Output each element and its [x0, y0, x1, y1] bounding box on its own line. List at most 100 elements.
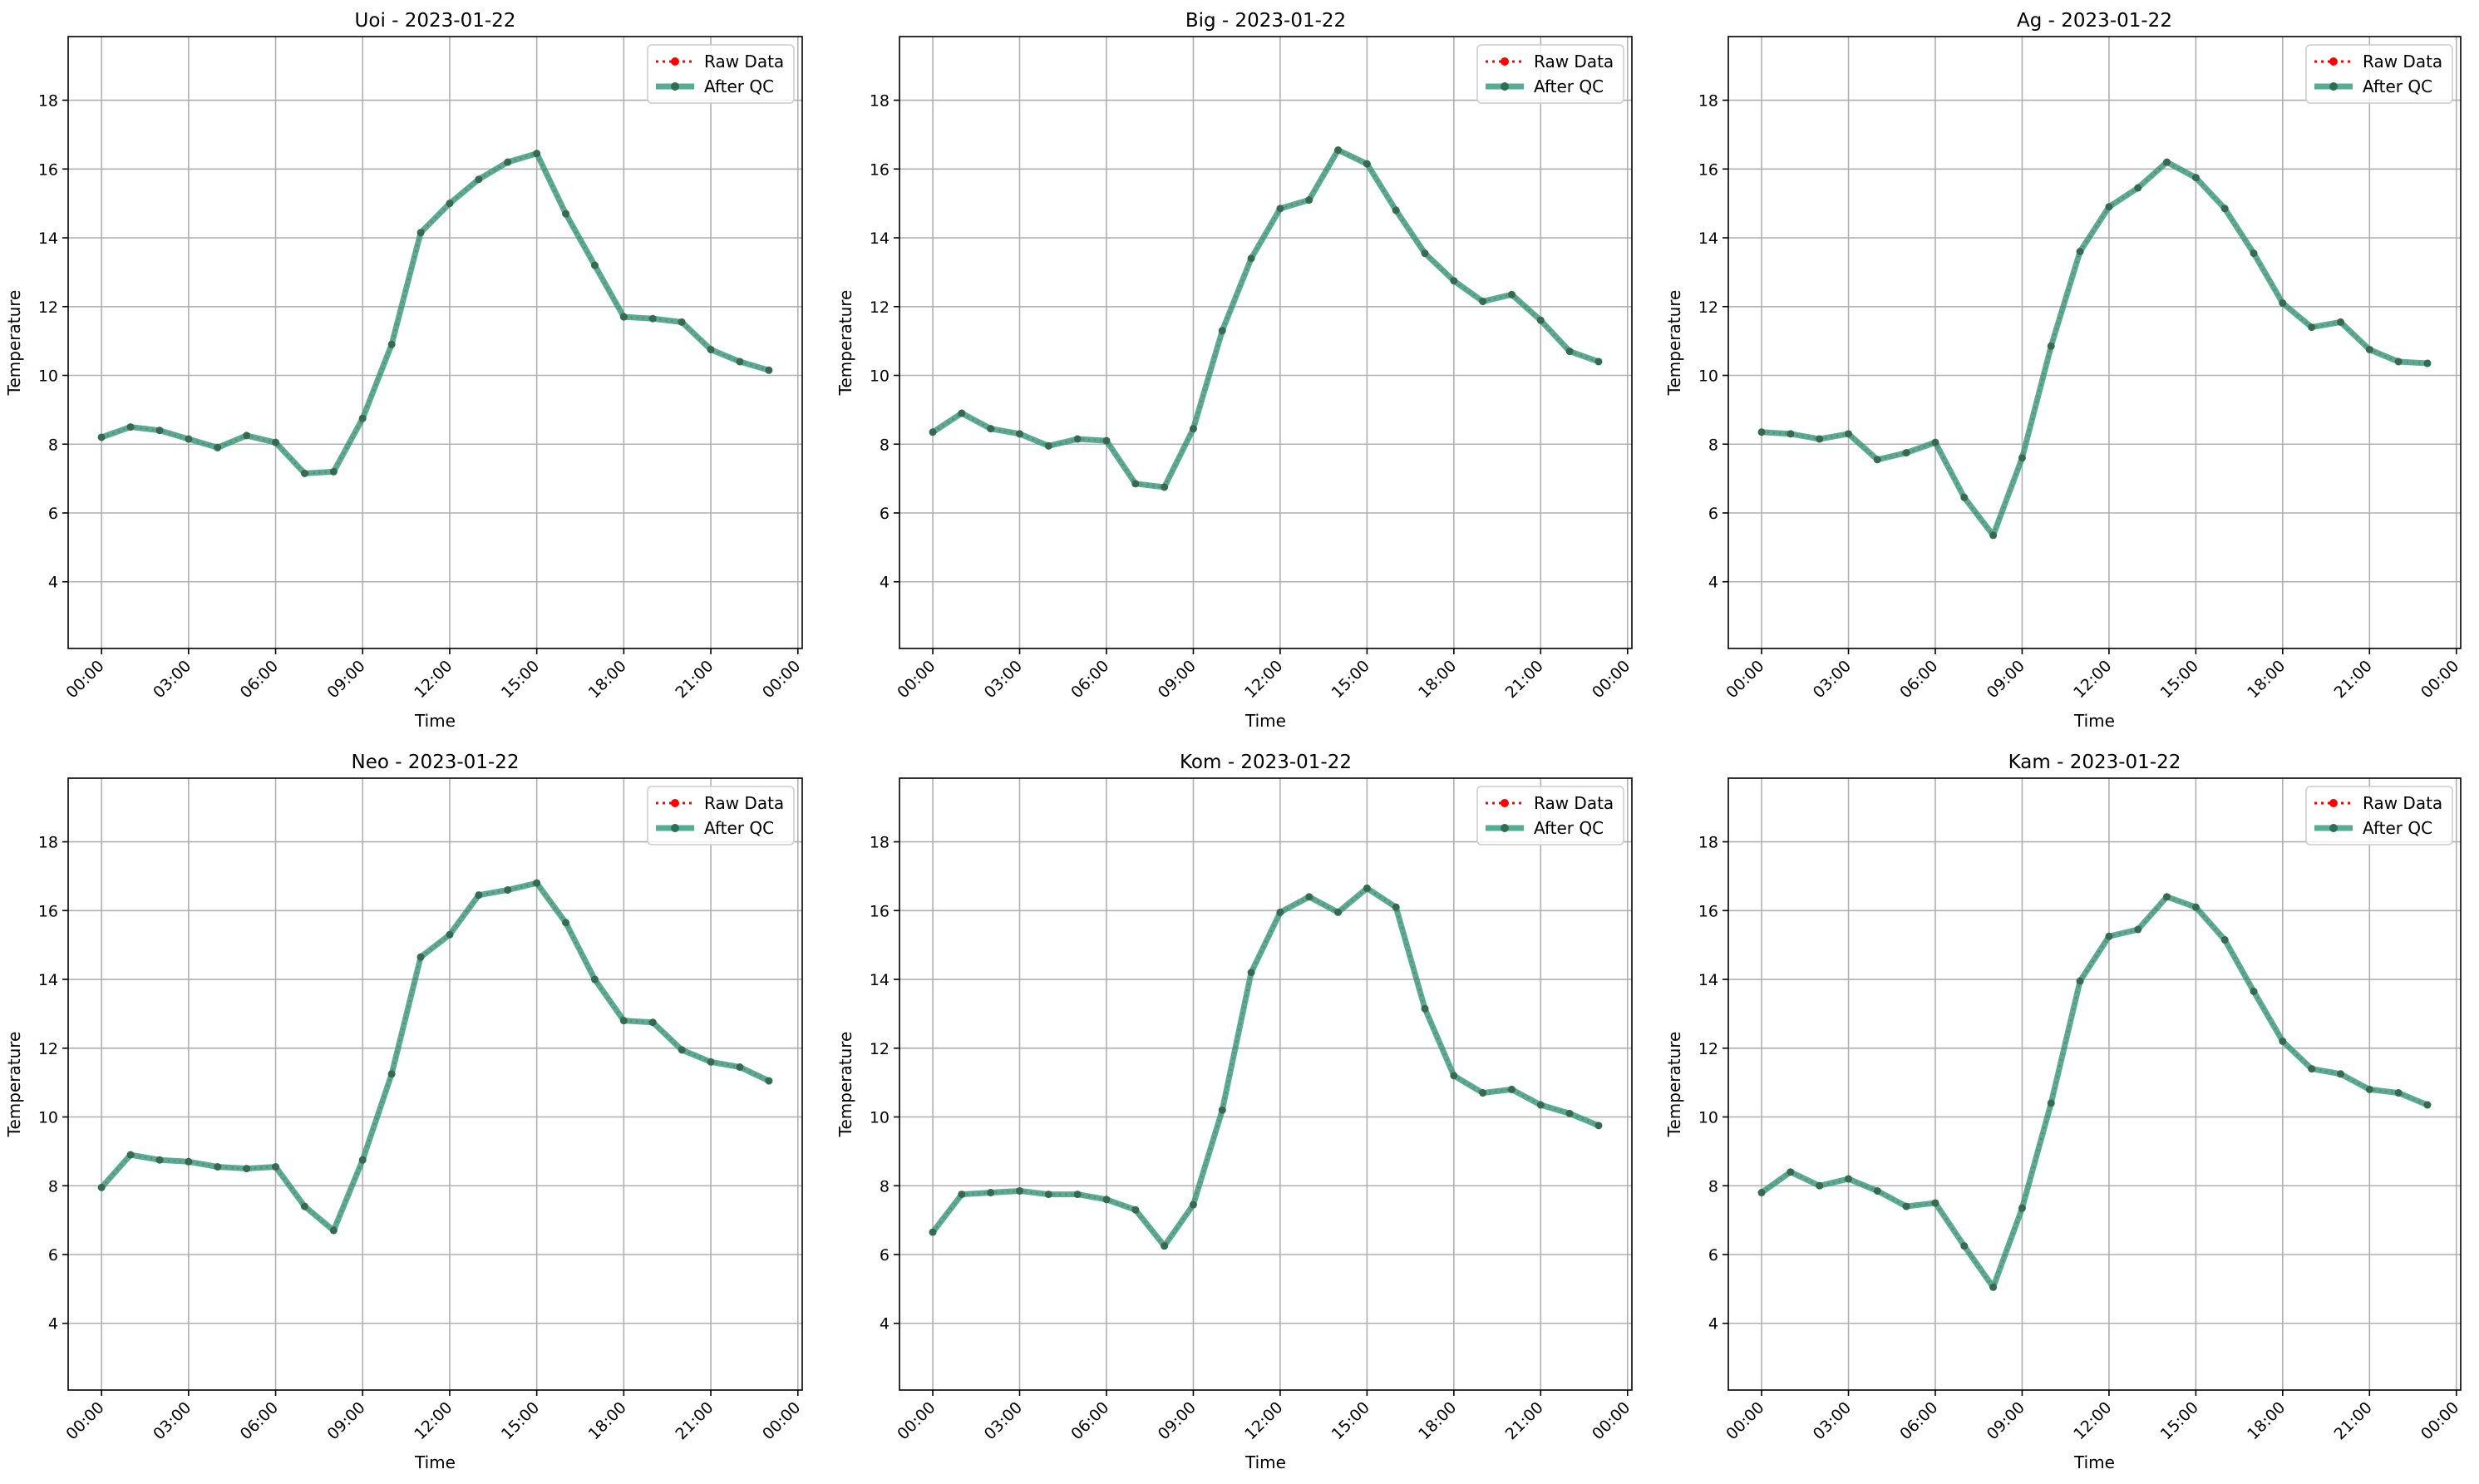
legend-raw-label: Raw Data	[704, 793, 784, 813]
after-qc-point	[736, 357, 744, 366]
after-qc-point	[504, 885, 512, 894]
after-qc-point	[678, 318, 686, 326]
after-qc-point	[1450, 1072, 1458, 1080]
y-tick-label: 8	[880, 436, 890, 454]
y-tick-label: 12	[870, 298, 890, 317]
raw-data-line	[1761, 160, 2428, 538]
legend-qc-label: After QC	[704, 76, 774, 96]
legend-qc-label: After QC	[1534, 76, 1604, 96]
subplot-3: 00:00 03:00 06:00 09:00 12:00 15:00 18:00 21:00…	[4, 752, 804, 1472]
x-tick-label: 06:00	[237, 1398, 282, 1443]
legend-raw-marker	[2329, 799, 2338, 807]
x-tick-label: 00:00	[759, 1398, 804, 1443]
x-tick-label: 21:00	[1502, 657, 1547, 702]
after-qc-point	[2076, 977, 2084, 985]
after-qc-point	[1102, 1196, 1111, 1204]
x-tick-label: 12:00	[2070, 1398, 2115, 1443]
x-tick-label: 06:00	[1896, 657, 1941, 702]
after-qc-line	[100, 150, 770, 476]
x-tick-label: 21:00	[2331, 657, 2376, 702]
y-tick-label: 18	[38, 834, 58, 852]
x-tick-label: 12:00	[411, 657, 456, 702]
y-tick-label: 12	[38, 1040, 58, 1058]
after-qc-point	[2336, 318, 2344, 326]
after-qc-point	[2076, 248, 2084, 256]
y-tick-label: 8	[48, 1177, 58, 1196]
subplot-2: 00:00 03:00 06:00 09:00 12:00 15:00 18:00 21:00…	[1664, 10, 2462, 731]
x-tick-label: 09:00	[324, 657, 369, 702]
after-qc-point	[2134, 184, 2142, 192]
x-tick-label: 00:00	[894, 657, 939, 702]
y-tick-label: 14	[870, 971, 890, 989]
y-tick-label: 4	[48, 574, 58, 592]
after-qc-point	[929, 1228, 937, 1236]
after-qc-point	[1507, 290, 1515, 298]
after-qc-point	[2394, 357, 2403, 366]
y-tick-label: 10	[38, 1109, 58, 1127]
after-qc-point	[590, 975, 599, 984]
x-tick-label: 15:00	[1328, 1398, 1373, 1443]
after-qc-point	[2308, 323, 2316, 332]
x-tick-label: 00:00	[62, 657, 107, 702]
y-tick-label: 6	[1708, 1246, 1718, 1265]
after-qc-point	[736, 1063, 744, 1072]
after-qc-point	[2279, 1037, 2287, 1045]
after-qc-point	[648, 1018, 657, 1027]
after-qc-point	[1392, 903, 1400, 911]
after-qc-point	[1421, 249, 1429, 258]
after-qc-point	[1757, 1189, 1766, 1197]
subplot-0: 00:00 03:00 06:00 09:00 12:00 15:00 18:00 21:00…	[4, 10, 804, 731]
after-qc-point	[1450, 277, 1458, 285]
after-qc-point	[1787, 1168, 1795, 1176]
x-tick-label: 06:00	[237, 657, 282, 702]
after-qc-point	[1989, 531, 1998, 540]
subplot-title: Big - 2023-01-22	[1185, 10, 1346, 32]
axes-frame	[899, 777, 1633, 1391]
after-qc-point	[2047, 1099, 2055, 1107]
legend-raw-marker	[1501, 799, 1509, 807]
x-axis-label: Time	[2073, 1452, 2115, 1472]
after-qc-point	[987, 1189, 995, 1197]
legend-raw-label: Raw Data	[2363, 793, 2442, 813]
after-qc-line	[1760, 894, 2429, 1290]
after-qc-point	[1787, 430, 1795, 438]
y-tick-label: 16	[38, 160, 58, 179]
legend-qc-label: After QC	[2363, 818, 2432, 838]
y-axis-label: Temperature	[4, 290, 24, 397]
y-tick-label: 16	[1698, 902, 1718, 920]
legend-qc-label: After QC	[704, 818, 774, 838]
x-axis-label: Time	[414, 711, 456, 731]
subplot-1: 00:00 03:00 06:00 09:00 12:00 15:00 18:00 21:00…	[835, 10, 1634, 731]
after-qc-point	[1363, 884, 1371, 892]
y-tick-label: 14	[870, 229, 890, 248]
y-tick-label: 4	[880, 574, 890, 592]
x-axis-label: Time	[2073, 711, 2115, 731]
x-tick-label: 06:00	[1067, 1398, 1112, 1443]
after-qc-point	[1902, 1202, 1910, 1210]
legend-raw-label: Raw Data	[1534, 793, 1614, 813]
after-qc-point	[1218, 327, 1226, 335]
after-qc-point	[2191, 174, 2200, 182]
x-tick-label: 18:00	[585, 1398, 630, 1443]
subplot-title: Ag - 2023-01-22	[2017, 10, 2172, 32]
x-tick-label: 03:00	[1810, 1398, 1855, 1443]
y-tick-label: 10	[870, 1109, 890, 1127]
after-qc-point	[97, 1183, 106, 1191]
after-qc-point	[2279, 299, 2287, 308]
x-tick-label: 00:00	[2417, 1398, 2462, 1443]
y-tick-label: 16	[870, 902, 890, 920]
after-qc-point	[1392, 206, 1400, 214]
raw-data-line	[1761, 895, 2428, 1289]
after-qc-point	[1218, 1106, 1226, 1114]
after-qc-point	[1161, 1242, 1169, 1250]
y-axis-label: Temperature	[4, 1032, 24, 1138]
after-qc-point	[2250, 988, 2258, 996]
x-tick-label: 18:00	[1415, 1398, 1460, 1443]
after-qc-point	[958, 1191, 966, 1199]
y-tick-label: 12	[1698, 1040, 1718, 1058]
after-qc-line	[1761, 159, 2428, 539]
legend-raw-marker	[2329, 57, 2338, 66]
after-qc-point	[1073, 435, 1082, 443]
y-tick-label: 14	[38, 229, 58, 248]
legend: Raw Data After QC	[647, 786, 795, 846]
